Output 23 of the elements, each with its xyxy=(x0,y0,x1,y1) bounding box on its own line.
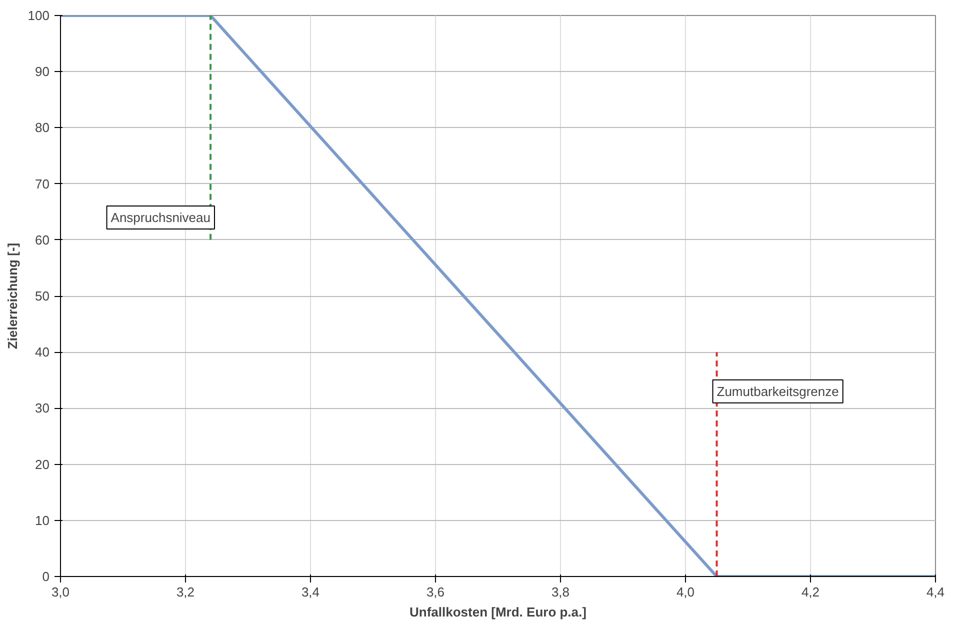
x-tick-label: 4,4 xyxy=(926,584,945,600)
y-tick-label: 80 xyxy=(35,120,50,136)
y-tick-label: 30 xyxy=(35,400,50,416)
y-tick-label: 90 xyxy=(35,64,50,80)
x-tick-label: 3,4 xyxy=(301,584,320,600)
x-tick-label: 4,0 xyxy=(676,584,695,600)
y-tick-label: 60 xyxy=(35,232,50,248)
y-axis-title: Zielerreichung [-] xyxy=(4,242,20,350)
y-tick-label: 100 xyxy=(28,8,50,23)
y-tick-label: 20 xyxy=(35,456,50,472)
x-tick-label: 3,2 xyxy=(176,584,195,600)
y-tick-label: 40 xyxy=(35,344,50,360)
annotation: Anspruchsniveau xyxy=(110,210,211,225)
x-axis-title: Unfallkosten [Mrd. Euro p.a.] xyxy=(410,604,586,620)
x-tick-label: 3,0 xyxy=(51,584,70,600)
x-tick-label: 4,2 xyxy=(801,584,820,600)
x-tick-label: 3,6 xyxy=(426,584,445,600)
y-tick-label: 10 xyxy=(35,512,50,528)
annotation: Zumutbarkeitsgrenze xyxy=(716,384,839,399)
y-tick-label: 0 xyxy=(42,569,50,584)
x-tick-label: 3,8 xyxy=(551,584,570,600)
y-tick-label: 70 xyxy=(35,176,50,192)
y-tick-label: 50 xyxy=(35,288,50,304)
